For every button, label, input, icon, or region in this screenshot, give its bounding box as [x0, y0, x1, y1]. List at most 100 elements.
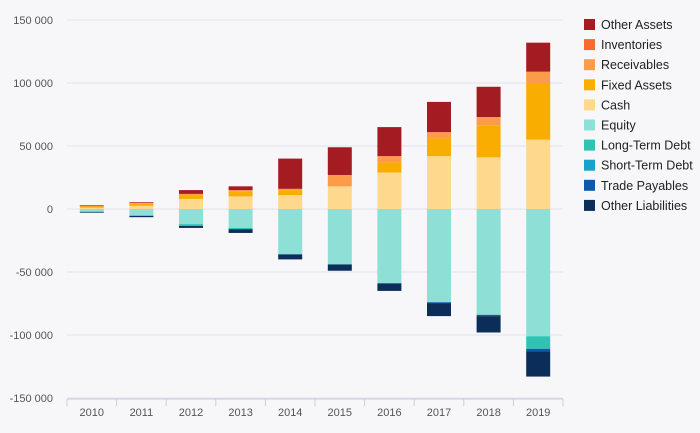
- bar-equity-2010: [79, 209, 104, 212]
- bar-other-liabilities-2013: [228, 229, 253, 233]
- legend-swatch: [584, 39, 595, 51]
- bar-fixed-assets-2011: [129, 203, 154, 206]
- legend-label: Other Liabilities: [601, 199, 687, 213]
- legend-item-inventories[interactable]: Inventories: [584, 38, 662, 52]
- legend-item-fixed-assets[interactable]: Fixed Assets: [584, 78, 672, 92]
- bar-long-term-debt-2011: [129, 215, 154, 216]
- bar-receivables-2010: [79, 205, 104, 207]
- bar-trade-payables-2019: [526, 348, 551, 352]
- bar-equity-2012: [179, 209, 203, 225]
- x-tick-label: 2018: [476, 407, 500, 419]
- legend-label: Short-Term Debt: [601, 159, 693, 173]
- y-tick-label: 50 000: [19, 141, 53, 153]
- bar-cash-2014: [278, 195, 303, 209]
- legend-label: Equity: [601, 119, 636, 133]
- bar-other-assets-2017: [427, 101, 451, 133]
- y-tick-label: 100 000: [13, 78, 53, 90]
- legend-swatch: [584, 99, 595, 111]
- legend-item-equity[interactable]: Equity: [584, 119, 636, 133]
- bar-equity-2015: [327, 209, 352, 265]
- legend-swatch: [584, 59, 595, 71]
- legend-swatch: [584, 19, 595, 30]
- bar-long-term-debt-2010: [79, 211, 104, 213]
- bar-other-assets-2016: [377, 127, 402, 157]
- bar-fixed-assets-2012: [179, 195, 203, 199]
- bar-receivables-2018: [476, 117, 501, 126]
- bar-cash-2015: [327, 186, 352, 209]
- bar-cash-2013: [228, 196, 253, 209]
- legend-swatch: [584, 199, 595, 211]
- bar-long-term-debt-2012: [179, 224, 203, 227]
- bar-other-assets-2014: [278, 158, 303, 189]
- bar-fixed-assets-2019: [526, 83, 551, 140]
- x-tick-label: 2015: [328, 407, 352, 419]
- bar-equity-2014: [278, 209, 303, 255]
- x-axis: 2010 2011 2012 2013 2014 2015 2016 2017 2018 2019: [66, 398, 564, 419]
- legend-label: Cash: [601, 98, 630, 112]
- legend-label: Long-Term Debt: [601, 139, 691, 153]
- bar-fixed-assets-2014: [278, 190, 303, 196]
- y-tick-label: -50 000: [16, 267, 53, 279]
- bar-trade-payables-2018: [476, 314, 501, 317]
- x-tick-label: 2014: [278, 407, 302, 419]
- x-tick-label: 2019: [526, 407, 550, 419]
- x-tick-label: 2016: [377, 407, 401, 419]
- bar-equity-2019: [526, 209, 551, 337]
- bar-equity-2017: [427, 209, 451, 303]
- bar-receivables-2015: [327, 174, 352, 187]
- x-tick-label: 2013: [228, 407, 252, 419]
- bar-other-liabilities-2019: [526, 351, 551, 377]
- bar-other-liabilities-2017: [427, 303, 451, 317]
- legend-swatch: [584, 139, 595, 151]
- legend-swatch: [584, 159, 595, 171]
- bar-cash-2017: [427, 156, 451, 209]
- bar-other-assets-2012: [179, 190, 203, 194]
- y-axis: 150 000 100 000 50 000 0 -50 000 -100 000 -150…: [10, 15, 53, 405]
- bar-cash-2011: [129, 205, 154, 209]
- x-tick-label: 2010: [80, 407, 104, 419]
- bar-fixed-assets-2018: [476, 125, 501, 158]
- bar-other-liabilities-2012: [179, 226, 203, 228]
- x-tick-label: 2017: [427, 407, 451, 419]
- y-tick-label: -150 000: [10, 393, 53, 405]
- y-tick-label: 0: [47, 204, 53, 216]
- bar-fixed-assets-2017: [427, 138, 451, 157]
- legend-label: Other Assets: [601, 18, 673, 32]
- bar-receivables-2013: [228, 190, 253, 192]
- legend-item-trade-payables[interactable]: Trade Payables: [584, 179, 688, 193]
- y-tick-label: -100 000: [10, 330, 53, 342]
- bar-receivables-2011: [129, 202, 154, 204]
- bar-receivables-2017: [427, 132, 451, 139]
- legend-swatch: [584, 79, 595, 91]
- bar-long-term-debt-2019: [526, 336, 551, 349]
- bar-other-liabilities-2018: [476, 316, 501, 333]
- bar-equity-2011: [129, 209, 154, 216]
- legend-item-other-liabilities[interactable]: Other Liabilities: [584, 199, 687, 213]
- bar-receivables-2016: [377, 156, 402, 163]
- legend-item-cash[interactable]: Cash: [584, 98, 630, 112]
- bar-receivables-2014: [278, 188, 303, 191]
- bar-other-assets-2015: [327, 147, 352, 175]
- bar-equity-2013: [228, 209, 253, 228]
- x-tick-label: 2012: [179, 407, 203, 419]
- bar-cash-2019: [526, 139, 551, 209]
- bar-long-term-debt-2013: [228, 227, 253, 230]
- legend-label: Inventories: [601, 38, 662, 52]
- legend-swatch: [584, 179, 595, 191]
- bar-fixed-assets-2016: [377, 162, 402, 173]
- bar-receivables-2012: [179, 193, 203, 196]
- bar-other-assets-2013: [228, 186, 253, 191]
- legend-item-other-assets[interactable]: Other Assets: [584, 18, 673, 32]
- bar-cash-2010: [79, 207, 104, 209]
- bar-other-assets-2019: [526, 42, 551, 72]
- legend-item-receivables[interactable]: Receivables: [584, 58, 669, 72]
- legend-item-long-term-debt[interactable]: Long-Term Debt: [584, 139, 691, 153]
- bar-cash-2016: [377, 172, 402, 209]
- bar-other-assets-2011: [129, 202, 154, 203]
- bar-other-liabilities-2010: [79, 212, 104, 213]
- bar-equity-2018: [476, 209, 501, 315]
- legend-item-short-term-debt[interactable]: Short-Term Debt: [584, 159, 693, 173]
- bar-cash-2012: [179, 198, 203, 209]
- bar-fixed-assets-2010: [79, 206, 104, 208]
